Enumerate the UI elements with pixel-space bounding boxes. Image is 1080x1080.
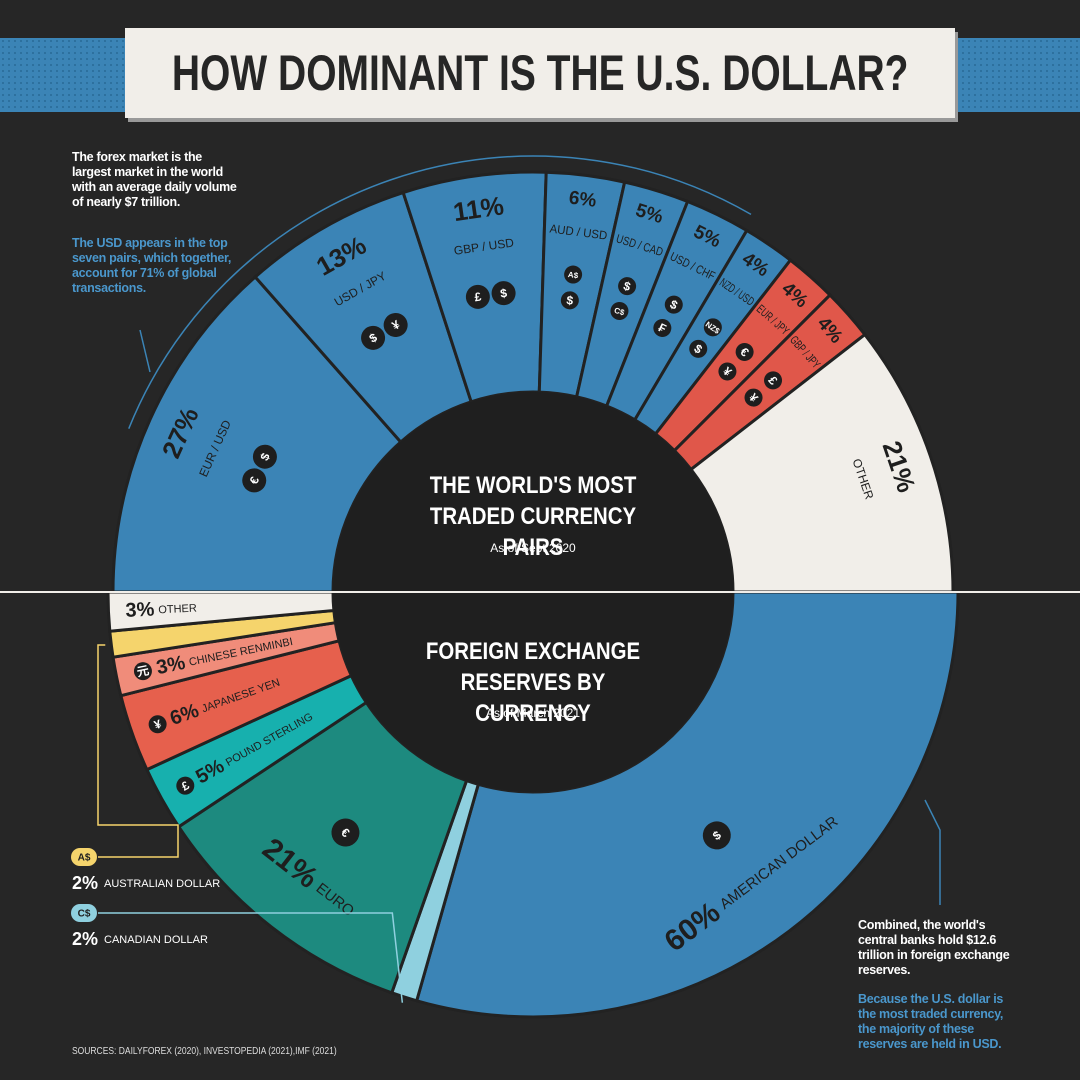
symbol: C$ bbox=[78, 909, 91, 920]
category-label: AUSTRALIAN DOLLAR bbox=[104, 878, 220, 890]
outline-arc bbox=[128, 155, 752, 429]
symbol-badge bbox=[176, 776, 195, 795]
symbol-badge bbox=[653, 318, 672, 337]
value-label: 2% bbox=[72, 929, 98, 949]
callout: A$ 2% AUSTRALIAN DOLLAR bbox=[71, 848, 220, 893]
center-title: THE WORLD'S MOST TRADED CURRENCY PAIRS bbox=[429, 472, 637, 561]
leader bbox=[98, 912, 404, 1003]
symbol-badge bbox=[242, 468, 267, 493]
symbol-group: € bbox=[735, 342, 754, 361]
symbol: 元 bbox=[136, 663, 151, 679]
symbol-group: $ bbox=[252, 444, 277, 469]
symbol-group: $ bbox=[361, 325, 386, 350]
symbol-group: NZ$ bbox=[703, 318, 722, 337]
value-label: 3% bbox=[125, 599, 155, 622]
symbol: A$ bbox=[78, 853, 91, 864]
symbol-badge bbox=[71, 848, 97, 866]
sources: SOURCES: DAILYFOREX (2020), INVESTOPEDIA… bbox=[72, 1046, 337, 1057]
symbol-badge bbox=[689, 339, 708, 358]
symbol-badge bbox=[764, 371, 783, 390]
symbol-group: £ bbox=[465, 284, 490, 309]
category-label: OTHER bbox=[158, 602, 197, 616]
data-label: 3% OTHER bbox=[125, 597, 197, 622]
value-label: 11% bbox=[451, 190, 505, 227]
category-label: CANADIAN DOLLAR bbox=[104, 934, 208, 946]
symbol-group: ¥ bbox=[718, 362, 737, 381]
symbol-group: ¥ bbox=[383, 312, 408, 337]
symbol-group: € bbox=[331, 818, 360, 847]
symbol-badge bbox=[744, 388, 763, 407]
data-label: 2% AUSTRALIAN DOLLAR bbox=[72, 873, 220, 893]
note: The forex market is the largest market i… bbox=[72, 150, 237, 209]
data-label: 2% CANADIAN DOLLAR bbox=[72, 929, 208, 949]
title: HOW DOMINANT IS THE U.S. DOLLAR? bbox=[171, 45, 909, 101]
symbol: $ bbox=[566, 293, 575, 308]
symbol-group: € bbox=[242, 468, 267, 493]
symbol-group: $ bbox=[560, 291, 579, 310]
symbol-group: $ bbox=[491, 281, 516, 306]
leader bbox=[924, 799, 941, 905]
symbol: A$ bbox=[567, 270, 579, 280]
symbol-badge bbox=[702, 821, 731, 850]
symbol-group: $ bbox=[702, 821, 731, 850]
symbol-badge bbox=[718, 362, 737, 381]
symbol-badge bbox=[71, 904, 97, 922]
symbol-group: $ bbox=[618, 277, 637, 296]
note: Because the U.S. dollar is the most trad… bbox=[858, 992, 1004, 1051]
center-title: FOREIGN EXCHANGE RESERVES BY CURRENCY bbox=[425, 638, 641, 727]
value-label: 6% bbox=[568, 187, 598, 211]
note: Combined, the world's central banks hold… bbox=[858, 918, 1010, 977]
symbol-group: £ bbox=[764, 371, 783, 390]
symbol-group: $ bbox=[689, 339, 708, 358]
symbol-badge bbox=[664, 295, 683, 314]
callout: C$ 2% CANADIAN DOLLAR bbox=[71, 904, 208, 949]
symbol: ¥ bbox=[152, 717, 163, 733]
center-subtitle: As of March 2021 bbox=[485, 706, 581, 720]
symbol-badge bbox=[610, 301, 629, 320]
symbol-badge bbox=[331, 818, 360, 847]
symbol-badge bbox=[465, 284, 490, 309]
label-group: 11% bbox=[451, 190, 505, 227]
symbol-group: C$ bbox=[610, 301, 629, 320]
symbol-group: A$ bbox=[564, 265, 583, 284]
symbol-badge bbox=[252, 444, 277, 469]
symbol-badge bbox=[703, 318, 722, 337]
symbol-group: ¥ bbox=[744, 388, 763, 407]
symbol-group: ₣ bbox=[653, 318, 672, 337]
symbol-badge bbox=[383, 312, 408, 337]
symbol-badge bbox=[735, 342, 754, 361]
symbol: C$ bbox=[613, 306, 626, 318]
symbol-badge bbox=[148, 715, 167, 734]
value-label: 2% bbox=[72, 873, 98, 893]
symbol-badge bbox=[491, 281, 516, 306]
center-subtitle: As of Sept 2020 bbox=[490, 541, 576, 555]
label-group: 3% OTHER bbox=[125, 597, 197, 622]
note: The USD appears in the top seven pairs, … bbox=[72, 236, 232, 295]
label-group: 6% bbox=[568, 187, 598, 211]
symbol-badge bbox=[618, 277, 637, 296]
symbol-group: $ bbox=[664, 295, 683, 314]
symbol: $ bbox=[499, 286, 508, 301]
leader bbox=[139, 329, 151, 373]
symbol-badge bbox=[361, 325, 386, 350]
leader bbox=[97, 644, 179, 858]
symbol-badge bbox=[133, 662, 152, 681]
symbol: $ bbox=[622, 279, 633, 294]
symbol-badge bbox=[560, 291, 579, 310]
symbol-badge bbox=[564, 265, 583, 284]
symbol: £ bbox=[474, 290, 483, 305]
title-box: HOW DOMINANT IS THE U.S. DOLLAR? bbox=[125, 28, 955, 118]
